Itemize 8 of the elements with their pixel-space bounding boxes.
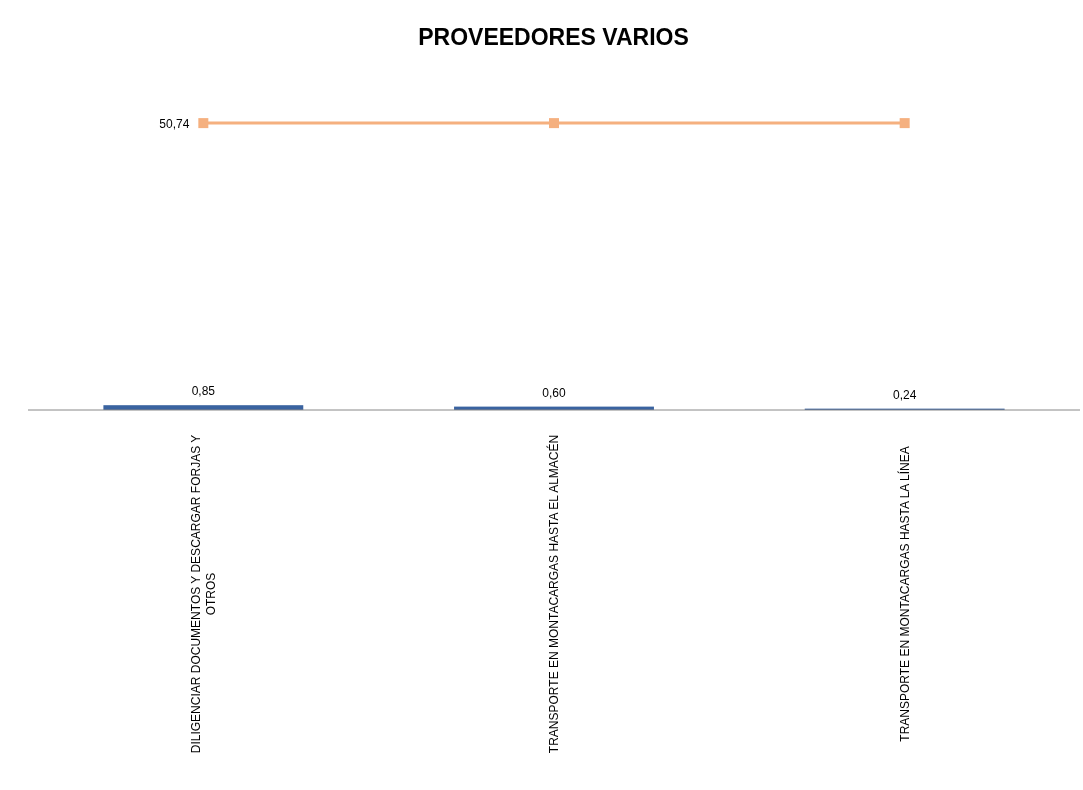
data-label: 50,74 <box>159 117 190 132</box>
x-tick-label: DILIGENCIAR DOCUMENTOS Y DESCARGAR FORJAS Y OTROS <box>188 434 218 754</box>
data-label: 0,85 <box>191 384 216 399</box>
data-label: 0,60 <box>542 385 566 400</box>
x-tick-label: TRANSPORTE EN MONTACARGAS HASTA LA LÍNEA <box>896 446 912 742</box>
chart-title: PROVEEDORES VARIOS <box>418 24 689 50</box>
x-tick-label: TRANSPORTE EN MONTACARGAS HASTA EL ALMACÉN <box>546 434 561 754</box>
data-label: 0,24 <box>892 387 917 402</box>
